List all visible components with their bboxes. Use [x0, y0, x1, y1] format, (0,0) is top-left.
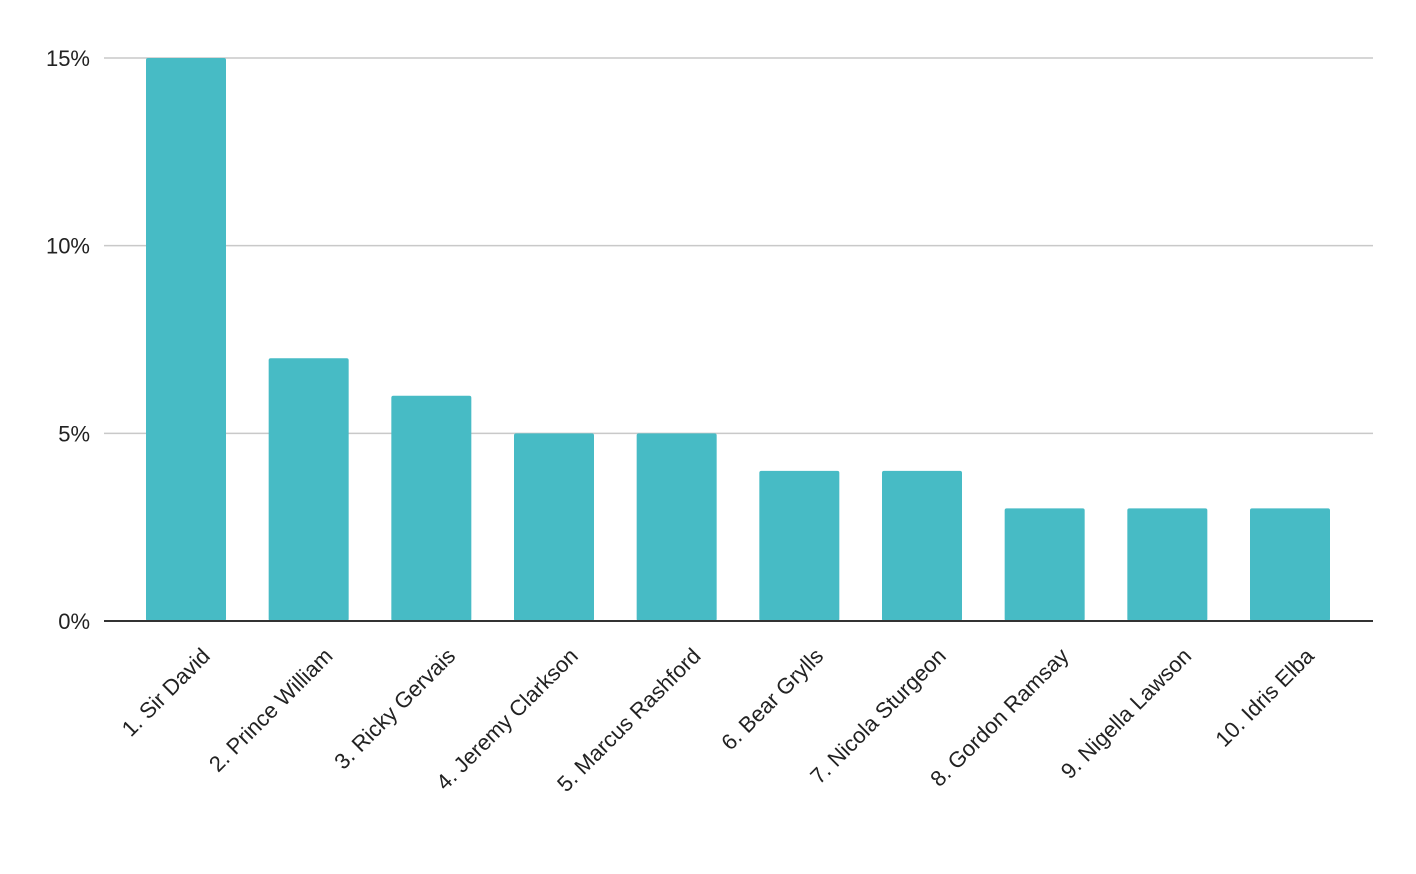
y-tick-label: 15%	[46, 46, 90, 71]
x-category-label: 3. Ricky Gervais	[329, 643, 460, 774]
bar	[882, 470, 962, 621]
bar	[1250, 508, 1330, 621]
y-axis-tick-labels: 0% 5% 10% 15%	[46, 46, 90, 634]
bar	[391, 395, 472, 621]
bar	[1004, 508, 1085, 621]
x-category-label: 9. Nigella Lawson	[1056, 643, 1196, 783]
x-category-label: 6. Bear Grylls	[716, 643, 828, 755]
y-tick-label: 5%	[58, 421, 90, 446]
bar	[146, 58, 226, 621]
bar	[268, 358, 349, 621]
y-tick-label: 0%	[58, 609, 90, 634]
x-category-label: 2. Prince William	[204, 643, 338, 777]
bar	[759, 470, 840, 621]
bars	[146, 58, 1330, 621]
bar	[636, 433, 717, 621]
x-category-label: 1. Sir David	[117, 643, 215, 741]
x-category-label: 8. Gordon Ramsay	[925, 643, 1073, 791]
y-tick-label: 10%	[46, 234, 90, 259]
x-category-label: 10. Idris Elba	[1210, 643, 1319, 752]
bar	[1127, 508, 1208, 621]
x-category-label: 7. Nicola Sturgeon	[805, 643, 951, 789]
bar	[514, 433, 594, 621]
